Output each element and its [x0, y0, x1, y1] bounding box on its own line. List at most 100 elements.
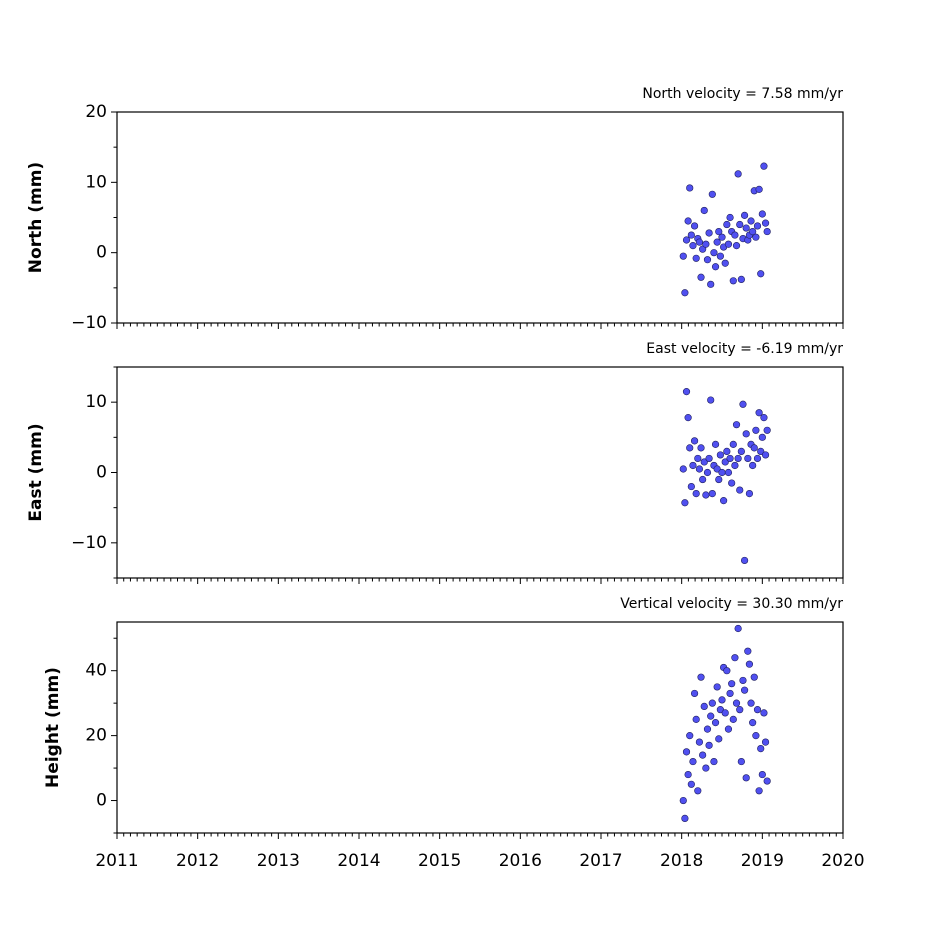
point — [729, 715, 737, 723]
point — [715, 227, 723, 236]
point — [681, 289, 689, 297]
point — [749, 719, 757, 727]
point — [739, 400, 747, 408]
point — [740, 211, 749, 219]
point — [740, 556, 749, 565]
point — [713, 238, 721, 246]
point — [729, 440, 737, 448]
point — [757, 270, 765, 278]
point — [702, 491, 710, 499]
point — [689, 461, 697, 470]
point — [679, 252, 687, 260]
y-axis-label: East (mm) — [26, 423, 46, 521]
point — [713, 683, 721, 691]
point — [716, 252, 724, 260]
point — [690, 222, 699, 230]
point — [740, 686, 749, 694]
point — [695, 738, 704, 746]
point — [694, 454, 702, 463]
point — [753, 222, 762, 230]
point — [705, 229, 713, 237]
point — [755, 185, 763, 193]
point — [742, 430, 750, 438]
point — [760, 414, 768, 422]
point — [723, 667, 731, 675]
point — [686, 184, 694, 192]
point — [710, 757, 718, 766]
point — [684, 217, 692, 225]
point — [723, 447, 731, 456]
point — [752, 426, 760, 434]
point — [684, 414, 692, 422]
point — [703, 725, 712, 733]
point — [699, 475, 707, 484]
point — [742, 224, 750, 232]
plot-frame — [116, 621, 844, 834]
point — [750, 673, 758, 681]
point — [708, 490, 716, 498]
point — [703, 468, 712, 477]
y-axis-label: Height (mm) — [43, 667, 63, 788]
point — [747, 217, 755, 225]
point — [724, 240, 733, 248]
subplot-title: East velocity = -6.19 mm/yr — [646, 341, 843, 357]
point — [687, 780, 695, 788]
point — [732, 421, 741, 429]
y-tick-label: 0 — [96, 243, 107, 263]
point — [682, 388, 691, 396]
x-tick-label: 2012 — [176, 851, 219, 871]
point — [760, 162, 768, 170]
y-tick-label: 0 — [96, 463, 107, 483]
point — [745, 490, 754, 498]
point — [737, 275, 745, 283]
point — [697, 444, 705, 452]
point — [718, 696, 726, 704]
point — [684, 770, 692, 779]
point — [728, 680, 736, 688]
x-tick-label: 2013 — [257, 851, 300, 871]
point — [689, 757, 697, 766]
point — [753, 454, 762, 463]
point — [699, 751, 707, 759]
point — [700, 702, 708, 711]
point — [755, 409, 763, 417]
point — [749, 227, 757, 236]
point — [690, 437, 699, 445]
point — [734, 454, 742, 463]
point — [721, 458, 729, 466]
x-tick-label: 2019 — [741, 851, 784, 871]
point — [726, 454, 734, 463]
point — [737, 447, 745, 456]
x-tick-label: 2016 — [499, 851, 542, 871]
point — [739, 676, 747, 685]
point — [761, 451, 770, 459]
point — [752, 732, 760, 740]
point — [707, 712, 715, 720]
point — [750, 444, 758, 452]
point — [692, 490, 700, 498]
point — [689, 242, 697, 250]
point — [702, 764, 710, 772]
point — [705, 454, 713, 463]
point — [758, 210, 766, 218]
y-tick-label: −10 — [71, 533, 107, 553]
point — [713, 465, 721, 473]
y-tick-label: 20 — [85, 102, 107, 122]
point — [686, 444, 694, 452]
point — [697, 673, 705, 681]
point — [692, 715, 700, 723]
point — [703, 256, 712, 264]
point — [681, 814, 689, 822]
point — [687, 231, 695, 239]
point — [708, 190, 716, 198]
point — [721, 709, 729, 717]
point — [752, 233, 760, 241]
plot-frame — [116, 366, 844, 579]
point — [699, 245, 707, 253]
point — [682, 236, 691, 244]
point — [763, 426, 771, 434]
point — [753, 706, 762, 714]
point — [749, 461, 757, 470]
point — [700, 458, 708, 466]
